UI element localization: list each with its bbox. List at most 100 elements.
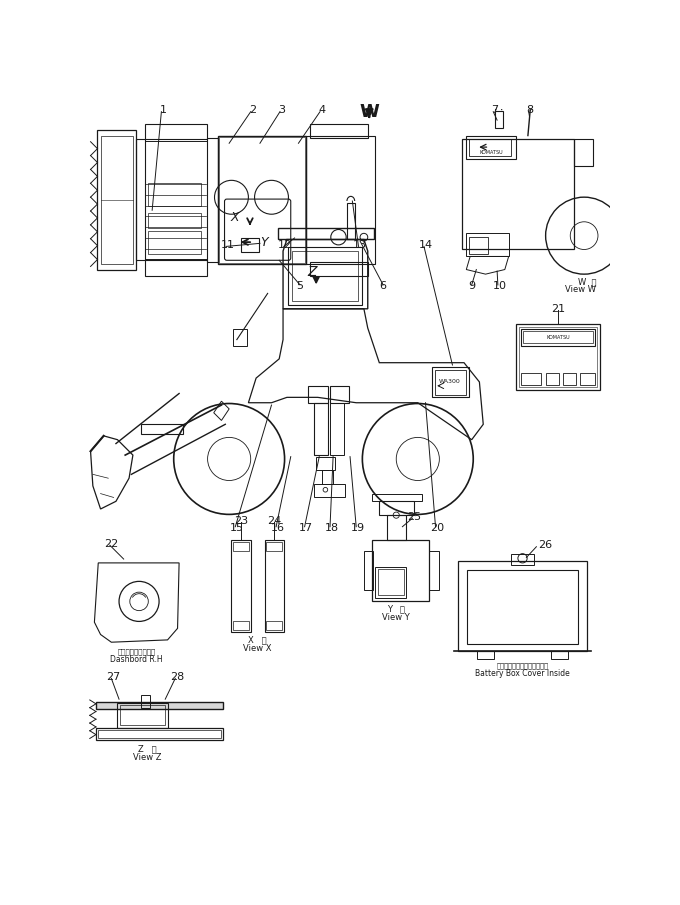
Bar xyxy=(218,136,306,264)
Bar xyxy=(98,730,221,738)
Text: Z   視: Z 視 xyxy=(138,745,157,754)
Bar xyxy=(310,262,368,276)
Bar xyxy=(330,403,344,455)
Text: 23: 23 xyxy=(234,516,248,526)
Bar xyxy=(330,386,350,403)
Bar xyxy=(371,539,429,602)
Bar xyxy=(266,542,282,551)
Text: 27: 27 xyxy=(106,672,120,681)
Text: KOMATSU: KOMATSU xyxy=(480,150,503,155)
Text: X   視: X 視 xyxy=(248,635,267,644)
Text: 8: 8 xyxy=(526,105,534,115)
Bar xyxy=(466,233,509,256)
Text: 4: 4 xyxy=(318,105,325,115)
Text: View W: View W xyxy=(566,285,596,294)
Bar xyxy=(519,327,597,387)
Bar xyxy=(148,231,201,254)
Bar xyxy=(458,560,588,652)
Text: 24: 24 xyxy=(267,516,281,526)
Bar xyxy=(219,137,305,262)
Bar xyxy=(148,213,201,228)
Text: 22: 22 xyxy=(104,538,118,548)
Text: Y   視: Y 視 xyxy=(388,605,405,614)
Text: 3: 3 xyxy=(278,105,285,115)
Bar xyxy=(265,539,284,633)
Text: Dashbord R.H: Dashbord R.H xyxy=(110,655,163,664)
Bar xyxy=(316,457,335,471)
Bar xyxy=(314,403,328,455)
Text: 18: 18 xyxy=(324,523,339,533)
Bar xyxy=(521,373,541,385)
Text: Y: Y xyxy=(260,235,268,249)
Bar xyxy=(322,471,333,484)
Text: W  視: W 視 xyxy=(578,277,596,286)
Bar xyxy=(378,569,404,595)
Bar xyxy=(288,247,362,305)
Text: 20: 20 xyxy=(430,523,444,533)
Bar xyxy=(469,237,488,254)
Text: View Y: View Y xyxy=(382,613,410,622)
Bar xyxy=(429,551,439,590)
Bar xyxy=(309,386,328,403)
Text: 19: 19 xyxy=(351,523,364,533)
Bar xyxy=(469,138,511,157)
Bar xyxy=(241,238,259,252)
Text: View X: View X xyxy=(243,643,272,653)
Text: 5: 5 xyxy=(296,281,303,291)
Text: 11: 11 xyxy=(220,240,235,250)
Text: バッテリボックスカバー内側: バッテリボックスカバー内側 xyxy=(496,662,549,669)
Text: 12: 12 xyxy=(278,240,292,250)
Bar xyxy=(233,542,249,551)
Bar xyxy=(292,251,358,301)
Text: 26: 26 xyxy=(539,540,553,550)
Bar xyxy=(435,369,466,395)
Text: 9: 9 xyxy=(468,281,475,291)
Bar xyxy=(314,484,345,497)
Bar xyxy=(136,139,146,261)
Bar xyxy=(562,373,577,385)
Text: Battery Box Cover Inside: Battery Box Cover Inside xyxy=(475,670,570,678)
Text: View Z: View Z xyxy=(133,753,162,762)
Bar xyxy=(477,652,494,659)
Bar xyxy=(379,501,414,515)
Bar xyxy=(432,367,469,397)
Bar xyxy=(375,567,406,597)
Text: 10: 10 xyxy=(492,281,507,291)
Bar xyxy=(97,130,136,270)
Bar xyxy=(141,424,183,433)
Text: ダッシュボード右側: ダッシュボード右側 xyxy=(118,648,156,654)
Bar xyxy=(306,136,375,264)
Bar xyxy=(462,139,574,249)
Text: 13: 13 xyxy=(353,240,367,250)
Bar xyxy=(466,136,516,158)
Bar xyxy=(233,621,249,630)
Bar xyxy=(371,493,422,501)
Bar xyxy=(120,705,165,726)
Text: 6: 6 xyxy=(379,281,387,291)
Bar xyxy=(101,136,133,264)
Bar xyxy=(277,228,374,240)
Bar xyxy=(579,373,595,385)
Bar xyxy=(310,124,368,138)
Bar xyxy=(516,324,600,390)
Text: 15: 15 xyxy=(230,523,244,533)
Bar xyxy=(521,329,595,346)
Bar xyxy=(146,261,207,276)
Bar xyxy=(364,551,373,590)
Text: WA300: WA300 xyxy=(439,379,461,385)
Bar xyxy=(233,329,247,346)
Text: 16: 16 xyxy=(271,523,285,533)
Bar xyxy=(467,570,578,643)
Bar xyxy=(495,111,503,128)
Text: 28: 28 xyxy=(170,672,184,681)
Bar xyxy=(545,373,560,385)
Bar xyxy=(551,652,568,659)
Text: 1: 1 xyxy=(160,105,167,115)
Text: 14: 14 xyxy=(418,240,432,250)
Text: 25: 25 xyxy=(407,511,421,521)
Bar xyxy=(141,695,150,708)
Bar xyxy=(511,555,534,566)
Bar xyxy=(146,124,207,139)
Bar xyxy=(118,703,167,728)
Bar xyxy=(148,184,201,206)
